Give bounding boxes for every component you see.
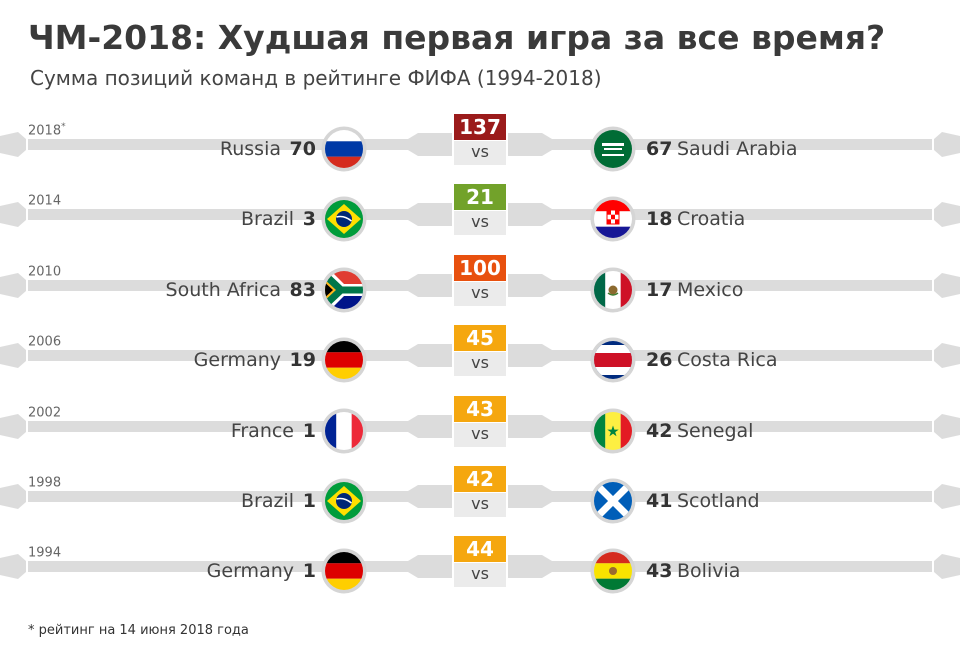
germany-flag-icon [321,548,367,594]
france-flag-icon [321,408,367,454]
team-right-name: Bolivia [677,560,741,582]
team-right-rank: 42 [646,420,673,442]
saudi-arabia-flag-icon [590,126,636,172]
row-band [0,202,960,227]
row-band [0,273,960,298]
brazil-flag-icon [321,196,367,242]
rank-sum-badge: 42 [454,466,506,492]
row-band [0,484,960,509]
year-label: 2014 [28,192,61,208]
team-left-name: Germany [193,349,281,371]
rank-sum-badge: 43 [454,396,506,422]
match-row: 2002 France 1 43 vs 42 Senegal [0,396,960,458]
team-right-rank: 26 [646,349,673,371]
match-row: 1994 Germany 1 44 vs 43 Bolivia [0,536,960,598]
year-label: 2006 [28,333,61,349]
page-subtitle: Сумма позиций команд в рейтинге ФИФА (19… [30,66,602,90]
year-label: 2018* [28,122,66,138]
team-left-rank: 19 [289,349,316,371]
team-left-name: Germany [206,560,294,582]
row-band [0,132,960,157]
team-left-rank: 3 [302,208,316,230]
team-right-rank: 43 [646,560,673,582]
brazil-flag-icon [321,478,367,524]
vs-label: vs [454,282,506,306]
team-right-rank: 18 [646,208,673,230]
row-band [0,554,960,579]
team-right-name: Mexico [677,279,744,301]
year-label: 1998 [28,474,61,490]
team-right-name: Senegal [677,420,754,442]
rank-sum-badge: 45 [454,325,506,351]
vs-label: vs [454,423,506,447]
russia-flag-icon [321,126,367,172]
team-left-name: South Africa [165,279,281,301]
team-left-rank: 1 [302,560,316,582]
team-left-rank: 83 [289,279,316,301]
team-left-name: France [230,420,294,442]
bolivia-flag-icon [590,548,636,594]
vs-label: vs [454,211,506,235]
team-right-name: Scotland [677,490,760,512]
year-value: 1994 [28,545,62,561]
year-label: 2010 [28,263,61,279]
croatia-flag-icon [590,196,636,242]
vs-label: vs [454,141,506,165]
rank-sum-badge: 44 [454,536,506,562]
year-value: 2014 [28,193,62,209]
year-value: 2002 [28,405,62,421]
year-label: 2002 [28,404,61,420]
match-row: 2006 Germany 19 45 vs 26 Costa Rica [0,325,960,387]
row-band [0,414,960,439]
team-left-name: Brazil [240,208,294,230]
team-left-name: Brazil [240,490,294,512]
rank-sum-badge: 100 [454,255,506,281]
team-right-name: Costa Rica [677,349,778,371]
vs-label: vs [454,493,506,517]
page-title: ЧМ-2018: Худшая первая игра за все время… [28,18,886,57]
row-band [0,343,960,368]
match-row: 1998 Brazil 1 42 vs 41 Scotland [0,466,960,528]
team-right-rank: 17 [646,279,673,301]
rank-sum-badge: 21 [454,184,506,210]
year-label: 1994 [28,544,61,560]
footnote: * рейтинг на 14 июня 2018 года [28,623,249,638]
match-row: 2018* Russia 70 137 vs 67 Saudi Arabia [0,114,960,176]
team-left-rank: 1 [302,420,316,442]
year-value: 2006 [28,334,62,350]
team-left-rank: 1 [302,490,316,512]
team-left-rank: 70 [289,138,316,160]
south-africa-flag-icon [321,267,367,313]
vs-label: vs [454,352,506,376]
match-row: 2014 Brazil 3 21 vs 18 Croatia [0,184,960,246]
year-value: 2010 [28,264,62,280]
year-footnote-mark: * [61,122,66,132]
mexico-flag-icon [590,267,636,313]
costa-rica-flag-icon [590,337,636,383]
rank-sum-badge: 137 [454,114,506,140]
match-row: 2010 South Africa 83 100 vs 17 Mexico [0,255,960,317]
germany-flag-icon [321,337,367,383]
vs-label: vs [454,563,506,587]
team-right-rank: 41 [646,490,673,512]
team-right-name: Croatia [677,208,746,230]
team-right-rank: 67 [646,138,673,160]
scotland-flag-icon [590,478,636,524]
team-right-name: Saudi Arabia [677,138,798,160]
year-value: 1998 [28,475,62,491]
senegal-flag-icon [590,408,636,454]
team-left-name: Russia [219,138,281,160]
year-value: 2018 [28,123,62,139]
